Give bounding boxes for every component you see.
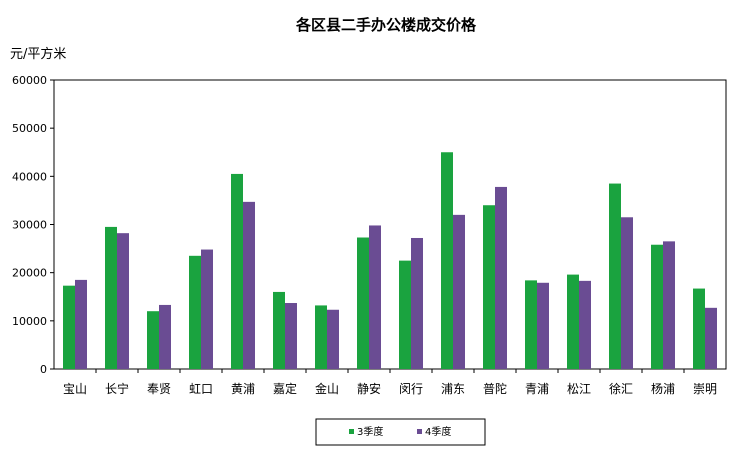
x-category-label: 宝山 — [63, 382, 87, 396]
legend-swatch-series-2 — [417, 429, 422, 434]
x-category-label: 虹口 — [189, 382, 213, 396]
y-tick-label: 40000 — [12, 170, 47, 183]
y-tick-label: 50000 — [12, 122, 47, 135]
bar-series-2-5 — [243, 201, 255, 369]
bar-series-2-1 — [75, 279, 87, 369]
bar-series-1-16 — [693, 288, 705, 369]
x-category-label: 徐汇 — [609, 381, 633, 396]
legend-label-series-2: 4季度 — [425, 425, 451, 438]
y-axis: 0 10000 20000 30000 40000 50000 60000 — [12, 74, 54, 376]
x-category-label: 金山 — [315, 381, 339, 396]
x-category-label: 嘉定 — [273, 381, 297, 396]
legend: 3季度 4季度 — [315, 418, 486, 446]
bar-series-1-14 — [609, 183, 621, 369]
bar-series-1-8 — [357, 237, 369, 369]
x-category-label: 闵行 — [399, 381, 423, 396]
legend-swatch-series-1 — [349, 429, 354, 434]
x-category-label: 崇明 — [693, 382, 717, 396]
bar-series-2-10 — [453, 214, 465, 369]
bar-series-1-15 — [651, 244, 663, 369]
x-category-label: 黄浦 — [231, 382, 255, 396]
bar-series-1-7 — [315, 305, 327, 369]
y-tick-label: 10000 — [12, 315, 47, 328]
x-category-label: 松江 — [567, 382, 591, 396]
x-category-label: 浦东 — [441, 382, 465, 396]
x-category-label: 静安 — [357, 381, 381, 396]
bar-series-1-1 — [63, 285, 75, 369]
x-category-label: 杨浦 — [651, 381, 675, 396]
bar-series-2-2 — [117, 233, 129, 369]
bar-series-1-5 — [231, 173, 243, 369]
bar-series-2-3 — [159, 304, 171, 369]
bar-series-1-3 — [147, 311, 159, 369]
bar-series-2-15 — [663, 241, 675, 369]
x-axis: 宝山 长宁 奉贤 虹口 黄浦 嘉定 金山 静安 闵行 浦东 普陀 青浦 松江 徐汇 杨浦 崇明 — [63, 369, 717, 396]
y-axis-unit-label: 元/平方米 — [10, 46, 66, 62]
bar-series-2-13 — [579, 280, 591, 369]
bar-series-2-12 — [537, 282, 549, 369]
y-tick-label: 20000 — [12, 267, 47, 280]
y-tick-label: 30000 — [12, 219, 47, 232]
bars — [63, 152, 717, 369]
bar-series-1-9 — [399, 260, 411, 369]
x-category-label: 长宁 — [105, 381, 129, 396]
bar-series-1-2 — [105, 226, 117, 369]
bar-series-2-16 — [705, 307, 717, 369]
bar-series-1-12 — [525, 280, 537, 369]
bar-series-2-7 — [327, 309, 339, 369]
bar-series-2-9 — [411, 237, 423, 369]
x-category-label: 普陀 — [483, 381, 507, 396]
bar-series-1-13 — [567, 274, 579, 369]
bar-series-2-8 — [369, 225, 381, 369]
bar-series-2-11 — [495, 186, 507, 369]
legend-box — [315, 418, 486, 446]
y-tick-label: 60000 — [12, 74, 47, 87]
bar-series-1-4 — [189, 255, 201, 369]
x-category-label: 奉贤 — [147, 382, 171, 396]
chart-title: 各区县二手办公楼成交价格 — [295, 16, 477, 34]
bar-series-1-11 — [483, 205, 495, 369]
bar-series-2-6 — [285, 303, 297, 369]
x-category-label: 青浦 — [525, 382, 549, 396]
bar-series-2-4 — [201, 249, 213, 369]
bar-series-2-14 — [621, 217, 633, 369]
y-tick-label: 0 — [40, 363, 47, 376]
legend-label-series-1: 3季度 — [357, 425, 383, 438]
bar-series-1-10 — [441, 152, 453, 369]
bar-series-1-6 — [273, 291, 285, 369]
